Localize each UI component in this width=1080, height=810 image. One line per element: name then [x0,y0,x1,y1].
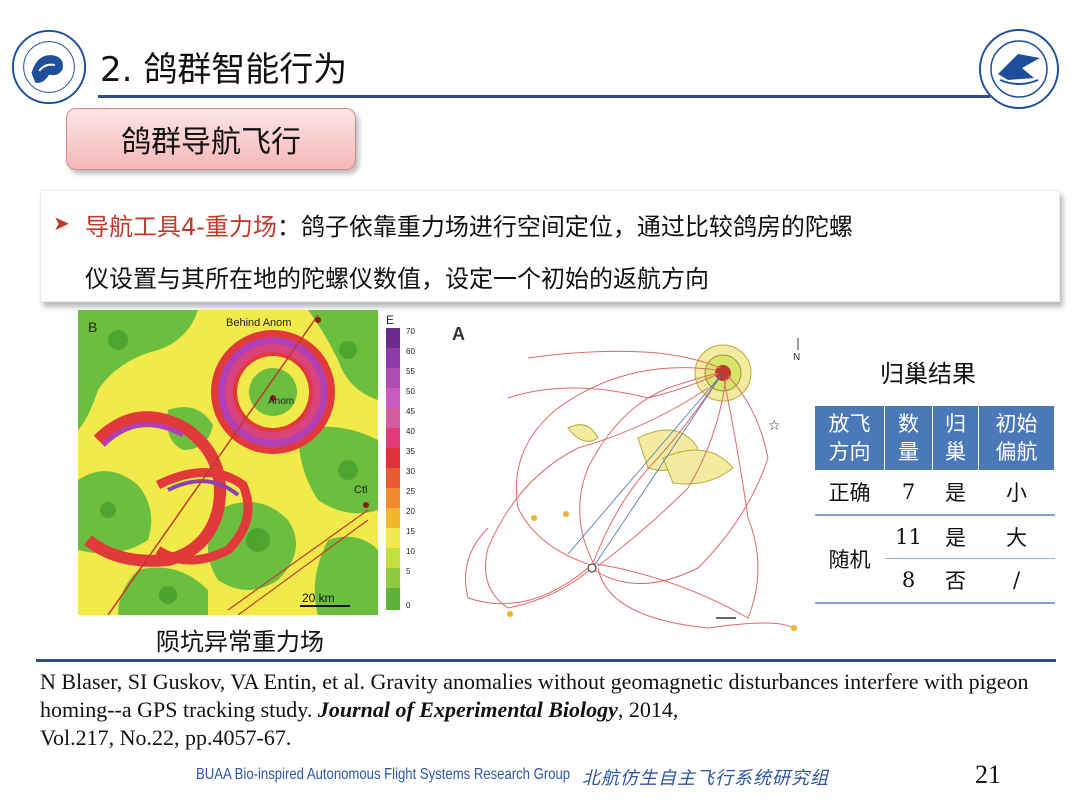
cell-direction: 正确 [814,470,885,516]
header-count-line1: 数 [898,412,919,436]
table-row: 8 否 / [815,558,1055,604]
header-direction-line1: 放飞 [828,412,871,436]
header-deviation-line2: 偏航 [995,440,1038,464]
reference-volume: Vol.217, No.22, pp.4057-67. [40,725,292,750]
north-label: N [793,352,800,363]
colorbar-tick: 20 [406,507,415,516]
gravity-map-caption: 陨坑异常重力场 [156,628,324,656]
table-header-cell: 放飞 方向 [814,405,885,471]
gravity-anomaly-map: B Behind Anom Anom Ctl 20 km [78,310,378,615]
cell-homing: 是 [932,514,979,559]
cell-deviation: / [978,558,1055,604]
colorbar-tick: 35 [406,447,415,456]
reference-citation: N Blaser, SI Guskov, VA Entin, et al. Gr… [40,668,1050,752]
table-row: 随机 11 是 大 [814,514,1055,604]
results-title: 归巢结果 [880,360,976,388]
label-anom: Anom [268,396,294,407]
cell-homing: 否 [932,558,979,604]
table-header-cell: 归 巢 [932,405,979,471]
reference-authors-title: N Blaser, SI Guskov, VA Entin, et al. Gr… [40,669,1029,722]
page-number: 21 [975,760,1001,789]
colorbar-title: E [386,313,394,327]
title-divider [98,95,990,98]
header-direction-line2: 方向 [828,440,871,464]
footer-group-en: BUAA Bio-inspired Autonomous Flight Syst… [196,766,571,783]
bullet-panel: ➤ 导航工具4-重力场：鸽子依靠重力场进行空间定位，通过比较鸽房的陀螺 仪设置与… [40,190,1060,302]
colorbar-tick: 0 [406,601,411,610]
bullet-line-2: 仪设置与其所在地的陀螺仪数值，设定一个初始的返航方向 [85,265,709,293]
colorbar-tick: 55 [406,367,415,376]
star-icon: ☆ [768,418,781,434]
colorbar-tick: 45 [406,407,415,416]
label-ctl: Ctl [354,484,367,496]
north-arrow-icon: N [793,338,800,363]
header-count-line2: 量 [898,440,919,464]
header-homing-line2: 巢 [945,440,966,464]
scale-bar-label: 20 km [302,591,335,605]
colorbar-tick: 5 [406,567,411,576]
reference-divider [36,659,1056,662]
colorbar-tick: 15 [406,527,415,536]
slide-title: 2. 鸽群智能行为 [100,50,348,90]
cell-deviation: 大 [978,514,1055,559]
university-logo [979,29,1059,109]
pigeon-track-map: A N ☆ [452,324,800,631]
colorbar-tick: 60 [406,347,415,356]
lab-logo [11,29,87,105]
footer-group-cn: 北航仿生自主飞行系统研究组 [582,768,829,789]
label-behind-anom: Behind Anom [226,317,291,329]
header-homing-line1: 归 [945,412,966,436]
table-header-cell: 数 量 [884,405,933,471]
cell-count: 8 [884,558,933,604]
header-deviation-line1: 初始 [995,412,1038,436]
table-header-cell: 初始 偏航 [978,405,1055,471]
colorbar-tick: 25 [406,487,415,496]
bullet-highlight: 导航工具4-重力场 [85,213,277,241]
section-subtitle-box: 鸽群导航飞行 [66,108,356,170]
colorbar-tick: 70 [406,327,415,336]
reference-journal: Journal of Experimental Biology [317,697,618,722]
colorbar-tick: 10 [406,547,415,556]
cell-count: 7 [884,470,933,516]
panel-label-a: A [452,324,465,344]
cell-direction: 随机 [814,514,885,604]
cell-deviation: 小 [978,470,1055,516]
gravity-colorbar: E 70 60 55 50 45 40 35 30 25 20 15 10 5 … [386,313,415,610]
colorbar-tick: 50 [406,387,415,396]
cell-homing: 是 [932,470,979,516]
colorbar-tick: 30 [406,467,415,476]
bullet-arrow-icon: ➤ [53,211,70,235]
table-row: 正确 7 是 小 [814,470,1055,516]
bullet-line-1-text: ：鸽子依靠重力场进行空间定位，通过比较鸽房的陀螺 [276,213,853,241]
homing-results-table: 放飞 方向 数 量 归 巢 初始 偏航 正确 7 是 小 随机 11 是 大 8… [814,405,1055,604]
cell-count: 11 [884,514,933,559]
reference-year: , 2014, [617,697,679,722]
colorbar-tick: 40 [406,427,415,436]
bullet-line-1: 导航工具4-重力场：鸽子依靠重力场进行空间定位，通过比较鸽房的陀螺 [85,207,853,242]
table-header-row: 放飞 方向 数 量 归 巢 初始 偏航 [814,405,1055,471]
panel-label-b: B [88,319,97,335]
section-subtitle: 鸽群导航飞行 [121,125,301,160]
